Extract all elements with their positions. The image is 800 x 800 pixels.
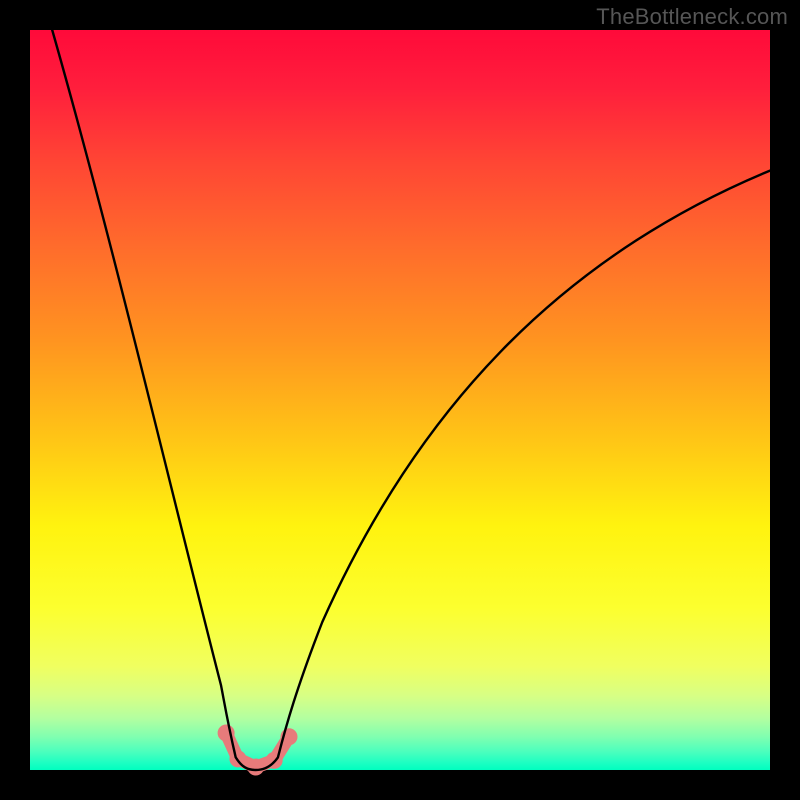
marker-dot-2 xyxy=(248,759,264,775)
bottleneck-curve-chart xyxy=(0,0,800,800)
plot-background xyxy=(30,30,770,770)
chart-container: TheBottleneck.com xyxy=(0,0,800,800)
